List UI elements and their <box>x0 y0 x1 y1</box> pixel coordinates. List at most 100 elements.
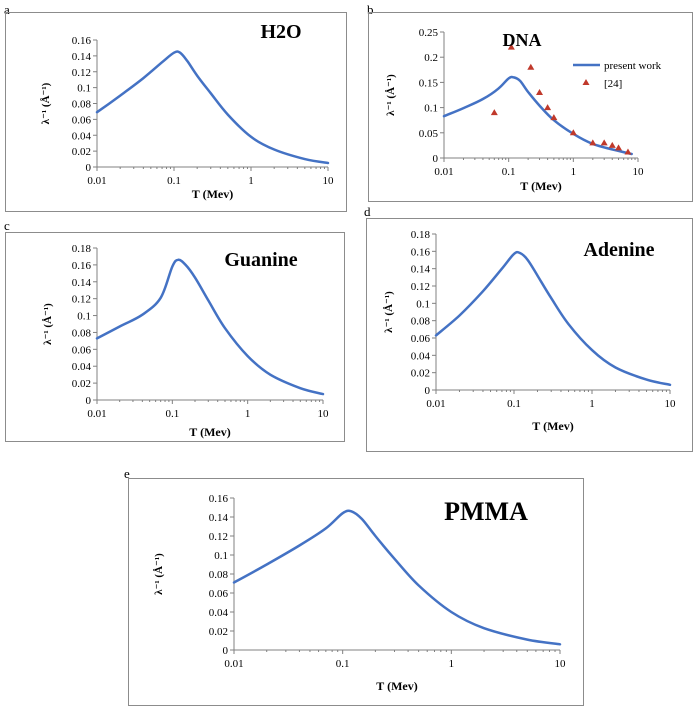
chart-title: Adenine <box>583 239 654 261</box>
chart-adenine: 0 0.02 0.04 0.06 0.08 0.1 0.12 0.14 0.16 0.18 0.01… <box>383 229 677 433</box>
x-tick-label: 10 <box>323 175 335 187</box>
y-tick-label: 0.1 <box>214 550 228 562</box>
y-tick-label: 0.08 <box>72 99 92 111</box>
y-tick-label: 0.06 <box>72 114 92 126</box>
y-tick-label: 0.08 <box>209 569 229 581</box>
data-marker <box>589 139 597 146</box>
x-tick-label: 0.1 <box>507 398 521 410</box>
data-marker <box>536 88 544 95</box>
x-tick-label: 0.01 <box>87 408 106 420</box>
y-tick-label: 0 <box>86 162 92 174</box>
y-tick-label: 0.2 <box>424 52 438 64</box>
y-tick-label: 0.1 <box>77 311 91 323</box>
legend-marker-swatch <box>582 79 590 85</box>
x-tick-label: 1 <box>589 398 595 410</box>
chart-dna: 0 0.05 0.1 0.15 0.2 0.25 0.01 0.1 1 10 DNA presen… <box>385 27 662 193</box>
chart-title: Guanine <box>224 249 297 271</box>
x-axis-label: T (Mev) <box>532 419 573 433</box>
chart-title: H2O <box>260 21 301 43</box>
y-tick-label: 0.25 <box>419 27 439 39</box>
x-tick-label: 0.1 <box>167 175 181 187</box>
chart-frame-d <box>366 218 693 452</box>
legend-label-ref-24: [24] <box>604 78 622 90</box>
legend-label-present-work: present work <box>604 60 662 72</box>
x-tick-label: 0.01 <box>87 175 106 187</box>
x-tick-label: 1 <box>571 166 577 178</box>
y-tick-label: 0 <box>433 153 439 165</box>
y-tick-label: 0.14 <box>209 512 229 524</box>
y-tick-label: 0.04 <box>411 350 431 362</box>
x-tick-label: 0.01 <box>224 658 243 670</box>
y-tick-label: 0.04 <box>72 130 92 142</box>
x-tick-label: 1 <box>449 658 455 670</box>
y-tick-label: 0.12 <box>209 531 228 543</box>
y-tick-label: 0 <box>425 385 431 397</box>
x-tick-label: 0.1 <box>165 408 179 420</box>
y-tick-label: 0.06 <box>411 333 431 345</box>
y-tick-label: 0 <box>86 395 92 407</box>
y-tick-label: 0.16 <box>209 493 229 505</box>
y-axis-label: λ⁻¹ (Å⁻¹) <box>385 74 397 116</box>
x-tick-label: 0.01 <box>426 398 445 410</box>
x-axis-label: T (Mev) <box>376 679 417 693</box>
y-tick-label: 0 <box>223 645 229 657</box>
y-tick-label: 0.05 <box>419 128 439 140</box>
chart-pmma: 0 0.02 0.04 0.06 0.08 0.1 0.12 0.14 0.16 0.01 0.1 1… <box>153 493 567 693</box>
y-tick-label: 0.16 <box>411 246 431 258</box>
y-tick-label: 0.18 <box>72 243 92 255</box>
series-line <box>232 509 562 646</box>
x-tick-label: 10 <box>318 408 330 420</box>
y-tick-label: 0.1 <box>416 298 430 310</box>
x-tick-label: 0.1 <box>336 658 350 670</box>
panel-letter-d: d <box>364 204 371 219</box>
chart-title: PMMA <box>444 497 528 526</box>
y-tick-label: 0.12 <box>72 294 91 306</box>
y-axis-label: λ⁻¹ (Å⁻¹) <box>153 553 165 595</box>
chart-title: DNA <box>503 30 542 50</box>
x-tick-label: 10 <box>665 398 677 410</box>
series-line <box>95 50 330 165</box>
legend: present work [24] <box>573 60 662 90</box>
y-tick-label: 0.08 <box>411 316 431 328</box>
y-tick-label: 0.16 <box>72 35 92 47</box>
y-tick-label: 0.04 <box>209 607 229 619</box>
panel-letter-c: c <box>4 218 10 233</box>
data-marker <box>550 114 558 121</box>
y-tick-label: 0.14 <box>72 51 92 63</box>
y-tick-label: 0.1 <box>424 103 438 115</box>
panel-letter-a: a <box>4 2 10 17</box>
y-tick-label: 0.16 <box>72 260 92 272</box>
y-tick-label: 0.12 <box>411 281 430 293</box>
y-tick-label: 0.06 <box>209 588 229 600</box>
x-tick-label: 1 <box>245 408 251 420</box>
data-marker <box>600 139 608 146</box>
x-axis-label: T (Mev) <box>520 179 561 193</box>
data-marker <box>615 144 623 151</box>
chart-frame-b <box>368 12 693 202</box>
y-tick-label: 0.02 <box>72 146 91 158</box>
data-marker <box>507 43 515 50</box>
chart-frame-e <box>128 478 584 706</box>
y-tick-label: 0.02 <box>209 626 228 638</box>
series-line <box>434 250 672 387</box>
x-tick-label: 10 <box>555 658 567 670</box>
chart-frame-a <box>5 12 347 212</box>
y-tick-label: 0.08 <box>72 327 92 339</box>
y-tick-label: 0.02 <box>72 378 91 390</box>
y-tick-label: 0.15 <box>419 77 439 89</box>
data-marker <box>608 141 616 148</box>
y-tick-label: 0.18 <box>411 229 431 241</box>
data-marker <box>544 104 552 111</box>
data-marker <box>624 148 632 155</box>
data-marker <box>527 63 535 70</box>
x-tick-label: 1 <box>248 175 254 187</box>
y-axis-label: λ⁻¹ (Å⁻¹) <box>42 303 54 345</box>
y-tick-label: 0.14 <box>72 277 92 289</box>
y-axis-label: λ⁻¹ (Å⁻¹) <box>383 291 395 333</box>
chart-h2o: 0 0.02 0.04 0.06 0.08 0.1 0.12 0.14 0.16 0.01 0.1 1… <box>40 21 335 201</box>
y-tick-label: 0.04 <box>72 361 92 373</box>
x-tick-label: 0.01 <box>434 166 453 178</box>
data-marker <box>569 129 577 136</box>
x-axis-label: T (Mev) <box>192 187 233 201</box>
panel-letter-e: e <box>124 466 130 481</box>
